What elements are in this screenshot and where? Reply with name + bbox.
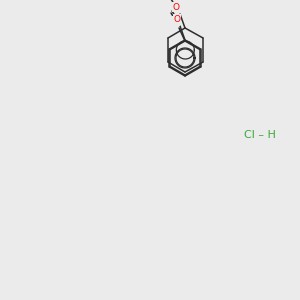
Text: O: O xyxy=(173,14,181,23)
Text: O: O xyxy=(172,16,179,26)
Text: O: O xyxy=(172,2,179,11)
Text: Cl – H: Cl – H xyxy=(244,130,276,140)
